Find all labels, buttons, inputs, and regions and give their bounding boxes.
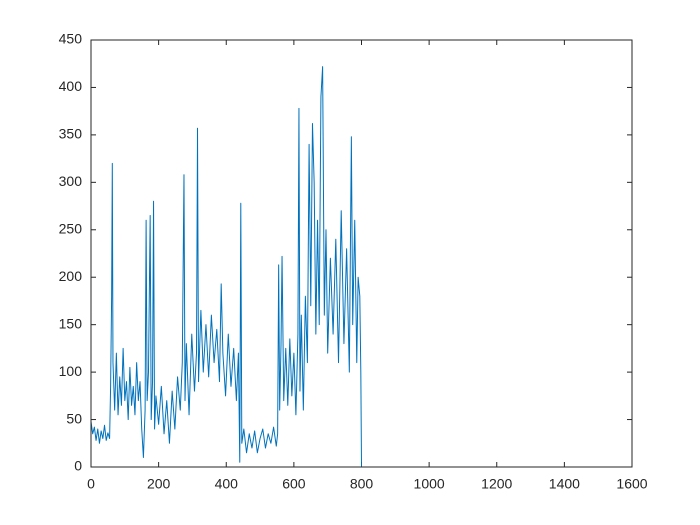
y-tick-label: 350 [59,126,83,142]
x-tick-label: 800 [350,476,374,492]
x-tick-label: 0 [87,476,95,492]
axes-box [90,39,633,468]
y-tick-label: 400 [59,78,83,94]
y-tick-label: 200 [59,268,83,284]
y-tick-label: 300 [59,173,83,189]
y-tick-label: 150 [59,315,83,331]
x-tick-label: 1200 [481,476,512,492]
y-tick-label: 0 [74,458,82,474]
y-tick-label: 250 [59,220,83,236]
x-tick-label: 400 [215,476,239,492]
x-tick-label: 200 [147,476,171,492]
x-tick-label: 600 [282,476,306,492]
y-tick-label: 450 [59,31,83,47]
y-tick-label: 100 [59,363,83,379]
data-line [90,66,632,468]
y-tick-label: 50 [66,410,82,426]
x-tick-label: 1400 [549,476,580,492]
x-tick-label: 1600 [616,476,647,492]
x-tick-label: 1000 [414,476,445,492]
